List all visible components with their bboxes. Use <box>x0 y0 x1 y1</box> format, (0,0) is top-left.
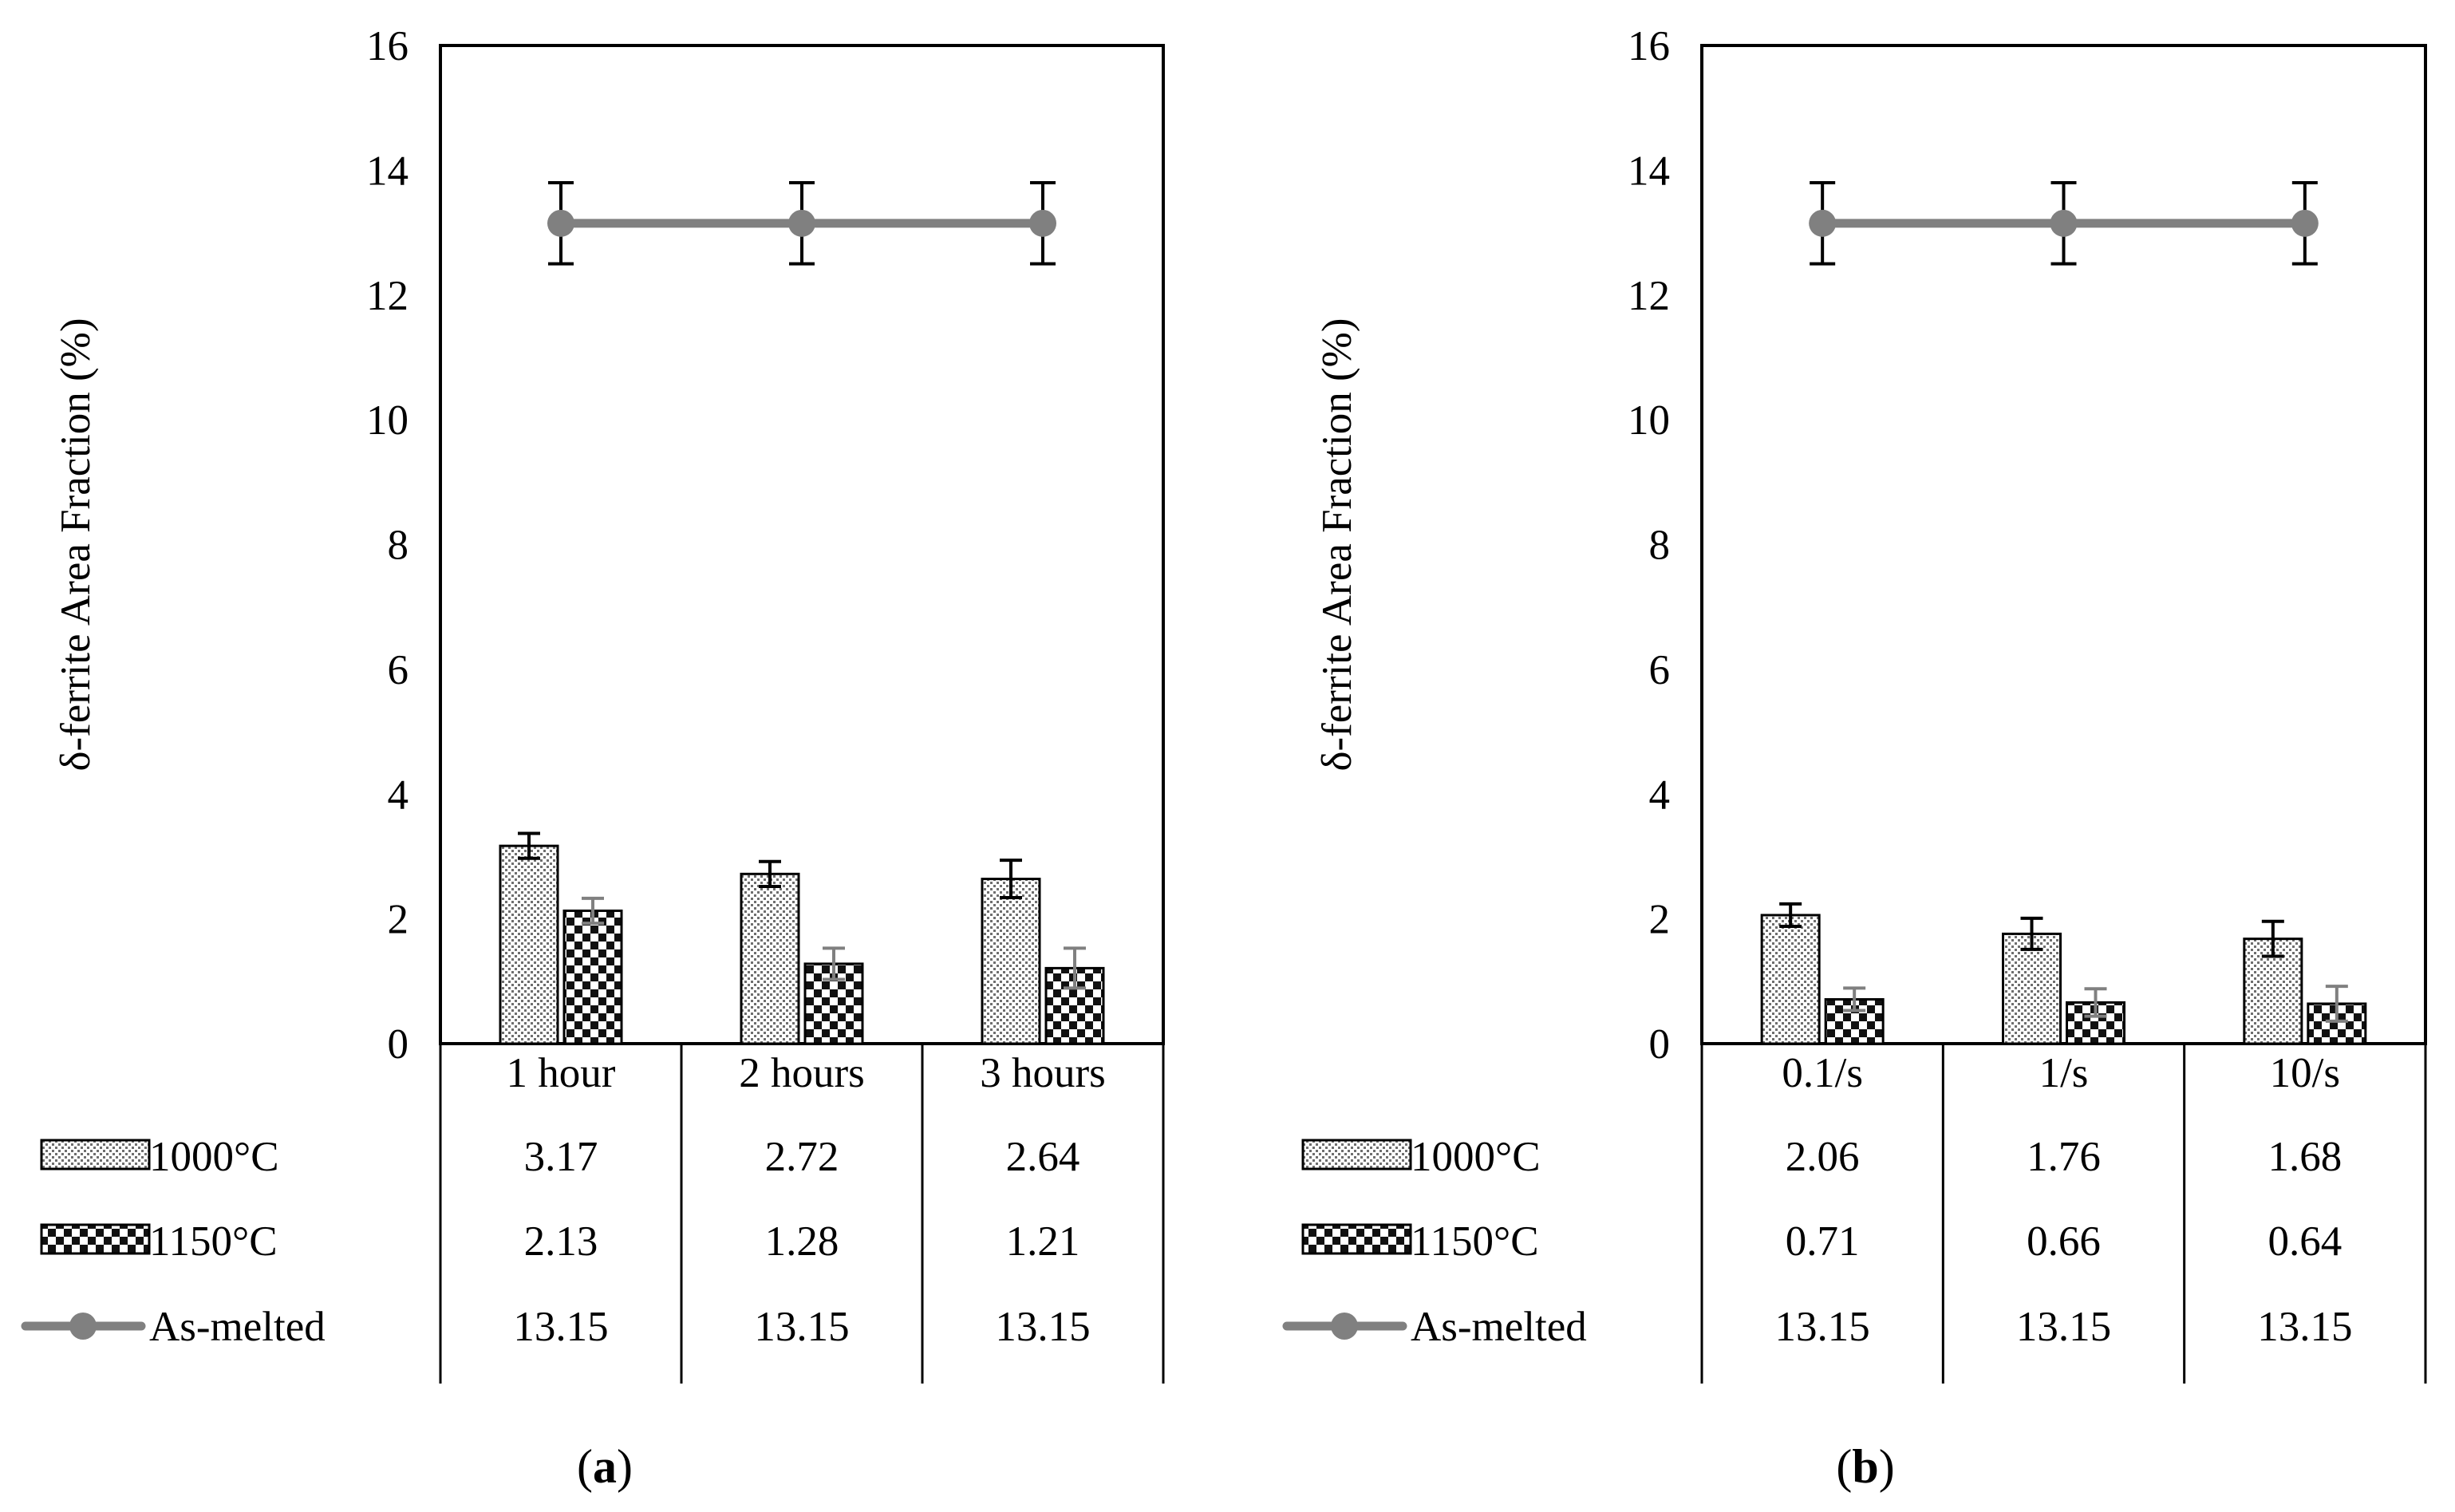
panel-label: (a) <box>577 1440 633 1493</box>
plot-frame <box>1700 44 2427 1045</box>
table-value: 2.13 <box>524 1218 598 1265</box>
y-tick-label: 12 <box>1628 273 1670 319</box>
table-value: 1.68 <box>2268 1134 2342 1180</box>
table-value: 13.15 <box>513 1304 608 1350</box>
table-value: 1.28 <box>765 1218 839 1265</box>
table-value: 0.66 <box>2027 1218 2101 1265</box>
chart-panel-b: δ-ferrite Area Fraction (%) 0 2 4 6 8 10 12 14 16… <box>1282 23 2427 1493</box>
table-value: 13.15 <box>2016 1304 2111 1350</box>
y-tick-label: 0 <box>1649 1021 1671 1068</box>
panel-letter: a <box>593 1440 617 1493</box>
table-value: 1.76 <box>2027 1134 2101 1180</box>
y-tick-label: 6 <box>388 647 409 693</box>
as-melted-marker <box>788 209 815 237</box>
y-tick-label: 16 <box>1628 23 1670 69</box>
category-label: 2 hours <box>739 1050 865 1096</box>
table-value: 2.64 <box>1006 1134 1080 1180</box>
bar-1000c <box>1760 914 1821 1045</box>
y-tick-label: 6 <box>1649 647 1671 693</box>
table-value: 13.15 <box>2257 1304 2352 1350</box>
bar-1000c <box>740 872 800 1045</box>
table-value: 13.15 <box>995 1304 1090 1350</box>
legend-label: 1000°C <box>1411 1134 1541 1180</box>
legend-label: 1150°C <box>149 1218 278 1265</box>
y-tick-label: 8 <box>1649 523 1671 569</box>
y-tick-label: 16 <box>366 23 409 69</box>
y-tick-label: 10 <box>366 397 409 444</box>
chart-panel-a: δ-ferrite Area Fraction (%) 0 2 4 6 8 10 12 14 16… <box>21 23 1165 1493</box>
y-tick-label: 4 <box>1649 772 1671 818</box>
legend-label: 1150°C <box>1411 1218 1539 1265</box>
y-tick-label: 2 <box>388 897 409 943</box>
legend-key-1000c <box>1301 1139 1412 1171</box>
bar-1000c <box>499 844 559 1045</box>
panel-letter: b <box>1852 1440 1878 1493</box>
category-label: 10/s <box>2270 1050 2340 1096</box>
legend-label: As-melted <box>149 1304 326 1350</box>
legend-key-as-melted-marker <box>1331 1313 1358 1340</box>
as-melted-marker <box>1029 209 1056 237</box>
legend-key-1150c <box>1301 1223 1412 1255</box>
as-melted-marker <box>547 209 574 237</box>
legend-label: As-melted <box>1411 1304 1587 1350</box>
category-label: 1/s <box>2039 1050 2089 1096</box>
bar-1150c <box>1044 966 1105 1045</box>
table-value: 1.21 <box>1006 1218 1080 1265</box>
bar-1000c <box>981 878 1041 1045</box>
table-value: 13.15 <box>1775 1304 1870 1350</box>
category-label: 3 hours <box>980 1050 1106 1096</box>
y-tick-label: 8 <box>388 523 409 569</box>
y-tick-label: 10 <box>1628 397 1670 444</box>
table-value: 3.17 <box>524 1134 598 1180</box>
bar-1000c <box>2002 932 2062 1045</box>
category-label: 0.1/s <box>1782 1050 1863 1096</box>
table-value: 0.64 <box>2268 1218 2342 1265</box>
y-tick-label: 14 <box>366 148 409 194</box>
bar-1150c <box>562 909 623 1045</box>
y-tick-label: 4 <box>388 772 409 818</box>
plot-frame <box>439 44 1165 1045</box>
category-label: 1 hour <box>507 1050 616 1096</box>
panel-label: (b) <box>1836 1440 1894 1493</box>
table-value: 2.72 <box>765 1134 839 1180</box>
y-tick-label: 2 <box>1649 897 1671 943</box>
y-axis-label: δ-ferrite Area Fraction (%) <box>53 318 99 772</box>
y-tick-label: 14 <box>1628 148 1670 194</box>
legend-key-as-melted-marker <box>69 1313 97 1340</box>
as-melted-marker <box>1809 209 1837 237</box>
as-melted-marker <box>2050 209 2078 237</box>
y-axis-label: δ-ferrite Area Fraction (%) <box>1314 318 1360 772</box>
y-tick-label: 0 <box>388 1021 409 1068</box>
table-value: 13.15 <box>754 1304 849 1350</box>
legend-label: 1000°C <box>149 1134 279 1180</box>
legend-key-1000c <box>40 1139 151 1171</box>
y-tick-label: 12 <box>366 273 409 319</box>
legend-key-1150c <box>40 1223 151 1255</box>
as-melted-marker <box>2291 209 2319 237</box>
table-value: 2.06 <box>1786 1134 1860 1180</box>
table-value: 0.71 <box>1786 1218 1860 1265</box>
